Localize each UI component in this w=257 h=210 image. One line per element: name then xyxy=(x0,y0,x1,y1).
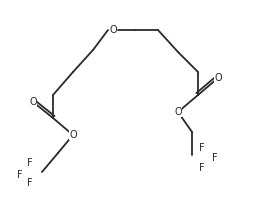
Text: F: F xyxy=(199,163,205,173)
Text: O: O xyxy=(69,130,77,140)
Text: F: F xyxy=(27,158,33,168)
Text: O: O xyxy=(174,107,182,117)
Text: F: F xyxy=(199,143,205,153)
Text: F: F xyxy=(17,170,23,180)
Text: O: O xyxy=(29,97,37,107)
Text: F: F xyxy=(27,178,33,188)
Text: O: O xyxy=(214,73,222,83)
Text: F: F xyxy=(212,153,218,163)
Text: O: O xyxy=(109,25,117,35)
